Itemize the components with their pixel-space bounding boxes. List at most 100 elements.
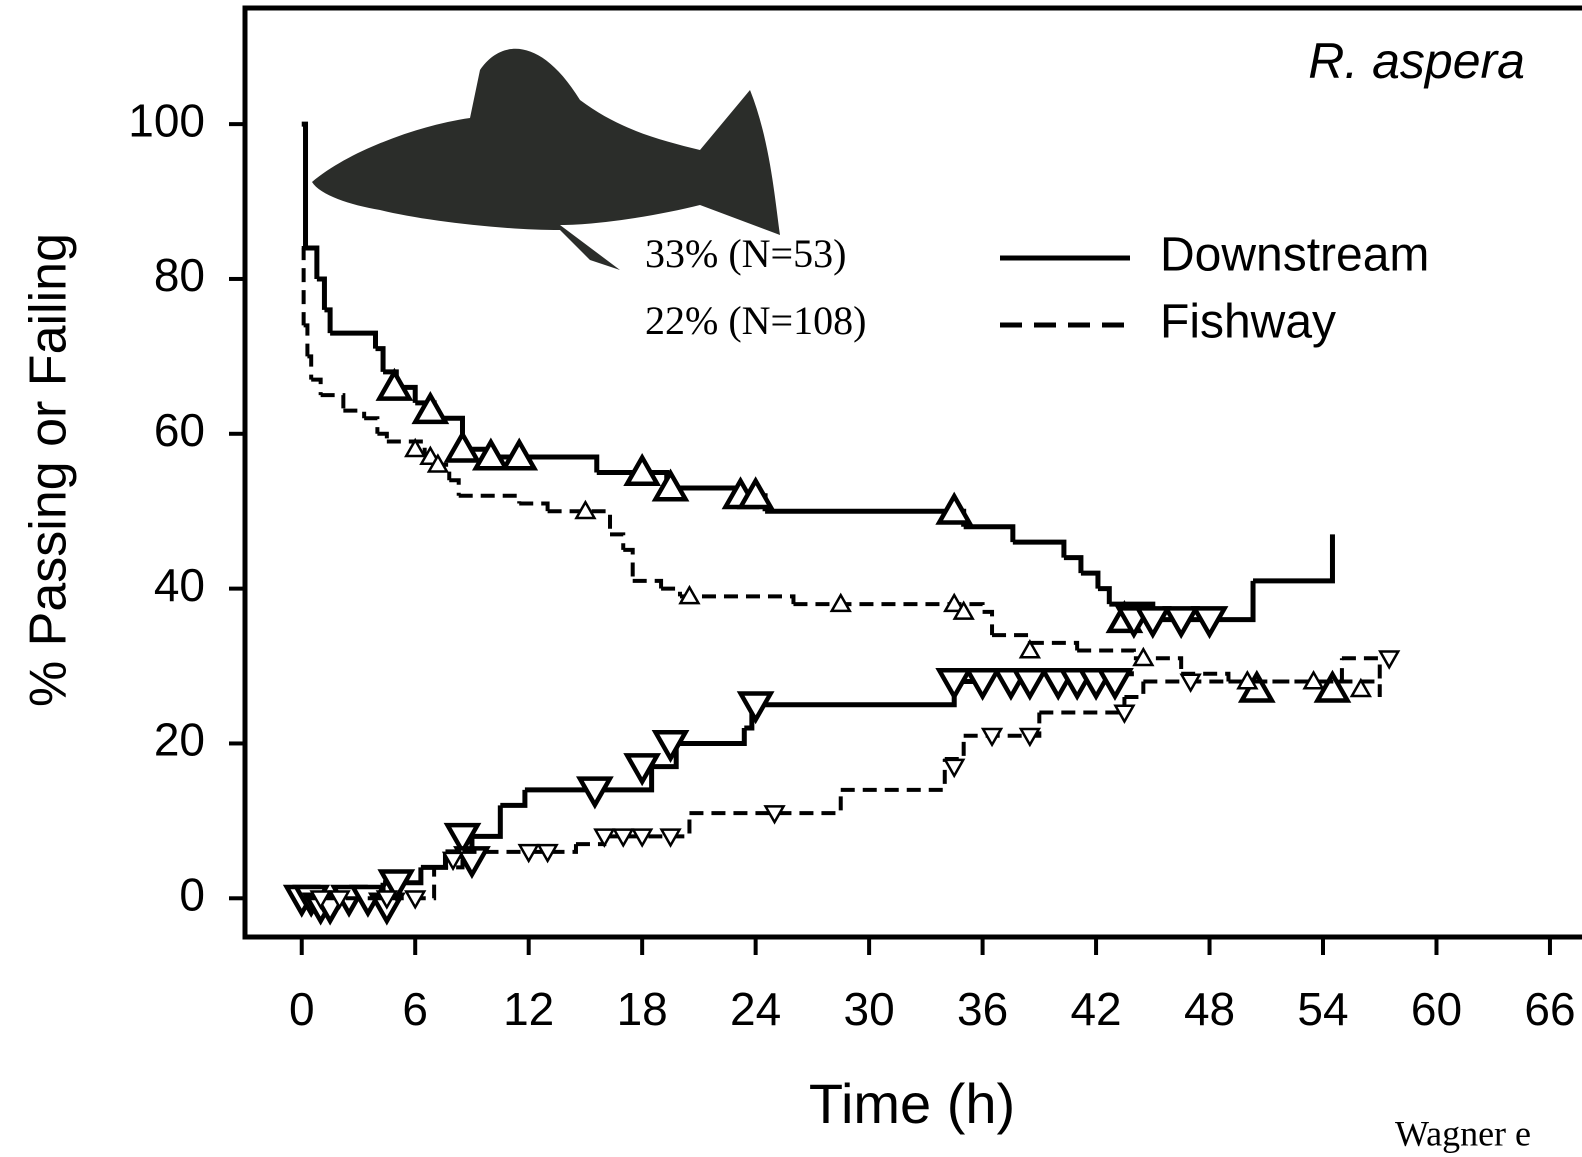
censored-marker (309, 890, 332, 910)
censored-marker (593, 828, 616, 848)
censored-marker (612, 828, 635, 848)
step-segment (944, 735, 966, 761)
step-segment (982, 609, 995, 636)
step-segment (500, 789, 528, 808)
step-segment (386, 439, 427, 458)
step-segment (305, 245, 320, 279)
step-segment (1077, 648, 1136, 659)
censored-marker (1190, 606, 1229, 640)
x-axis-title: Time (h) (809, 1072, 1015, 1135)
step-segment (301, 121, 309, 248)
censored-marker (1313, 669, 1352, 703)
y-tick-label: 40 (154, 559, 205, 611)
censored-marker (426, 453, 450, 473)
censored-marker (441, 851, 465, 872)
censored-marker (1010, 668, 1049, 702)
step-segment (689, 789, 843, 816)
step-segment (1181, 671, 1231, 682)
censored-marker (1349, 677, 1372, 698)
attribution: Wagner e (1395, 1113, 1531, 1153)
censored-marker (678, 584, 701, 605)
censored-marker (1302, 670, 1325, 690)
species-label: R. aspera (1308, 33, 1525, 89)
step-segment (765, 508, 967, 527)
step-segment (330, 330, 378, 349)
censored-marker (443, 429, 482, 463)
censored-marker (623, 452, 662, 486)
censored-marker (1133, 606, 1172, 640)
censored-marker (935, 668, 974, 702)
step-segment (301, 245, 306, 326)
censored-marker (1132, 646, 1155, 667)
step-segment (1133, 656, 1184, 674)
censored-marker (377, 869, 416, 903)
censored-marker (763, 805, 786, 825)
censored-marker (328, 890, 351, 910)
step-segment (610, 532, 626, 550)
censored-marker (411, 391, 450, 425)
censored-marker (631, 828, 654, 848)
step-segment (364, 416, 380, 434)
step-segment (623, 547, 635, 581)
censored-marker (943, 592, 966, 613)
x-tick-label: 60 (1411, 983, 1462, 1035)
censored-marker (952, 600, 975, 620)
step-segment (679, 594, 796, 605)
step-segment (471, 805, 503, 839)
step-segment (1341, 656, 1382, 682)
summary-label: 22% (N=108) (645, 298, 866, 343)
step-segment (1124, 681, 1146, 700)
censored-marker (651, 468, 690, 502)
plot-frame (242, 5, 1582, 940)
x-tick-label: 6 (402, 983, 428, 1035)
step-segment (324, 307, 333, 334)
step-segment (661, 586, 682, 597)
step-segment (307, 354, 314, 380)
step-segment (519, 501, 550, 512)
censored-marker (659, 828, 682, 848)
censored-marker (536, 843, 559, 864)
censored-marker (443, 822, 482, 856)
step-segment (1039, 697, 1127, 715)
censored-marker (1018, 639, 1042, 659)
censored-marker (404, 437, 427, 458)
step-segment (303, 323, 310, 357)
step-segment (320, 393, 346, 411)
censored-marker (1236, 670, 1259, 690)
fish-body (312, 48, 780, 271)
step-segment (963, 524, 1016, 543)
censored-marker (404, 890, 427, 910)
x-tick-label: 0 (289, 983, 315, 1035)
x-tick-label: 48 (1184, 983, 1235, 1035)
step-segment (1143, 658, 1344, 684)
y-tick-label: 80 (154, 249, 205, 301)
y-tick-label: 0 (179, 868, 205, 920)
step-segment (1253, 534, 1335, 584)
censored-marker (623, 753, 662, 787)
step-segment (458, 493, 522, 504)
censored-marker (736, 476, 775, 510)
censored-marker (1018, 727, 1042, 748)
censored-marker (1179, 673, 1202, 694)
summary-label: 33% (N=53) (645, 231, 846, 276)
step-segment (547, 509, 613, 535)
step-segment (1029, 640, 1080, 651)
censored-marker (829, 592, 852, 613)
step-segment (1097, 586, 1112, 605)
x-tick-label: 12 (503, 983, 554, 1035)
censored-marker (943, 758, 966, 779)
step-segment (1063, 555, 1084, 574)
censored-marker (517, 843, 540, 864)
y-tick-label: 100 (128, 94, 205, 146)
y-axis-title: % Passing or Failing (20, 233, 78, 707)
step-segment (375, 346, 386, 372)
step-segment (992, 633, 1032, 643)
step-segment (632, 578, 664, 589)
censored-marker (1113, 704, 1136, 725)
x-tick-label: 36 (957, 983, 1008, 1035)
censored-marker (980, 727, 1004, 748)
step-segment (604, 813, 692, 839)
x-tick-label: 24 (730, 983, 781, 1035)
fish-illustration (312, 48, 780, 271)
